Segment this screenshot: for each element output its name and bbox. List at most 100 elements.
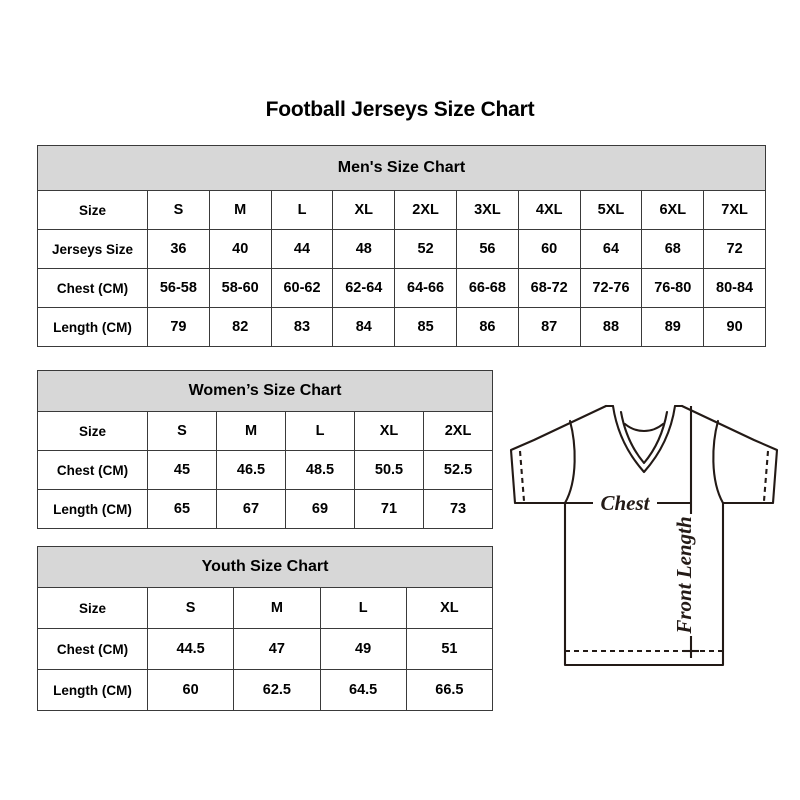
table-cell: 47 xyxy=(233,628,321,670)
table-cell: 60 xyxy=(517,229,581,269)
table-cell: 48.5 xyxy=(285,450,355,490)
table-caption-row: Men's Size Chart xyxy=(37,145,766,191)
mens-size-chart-caption: Men's Size Chart xyxy=(37,145,766,191)
table-cell: XL xyxy=(354,411,424,451)
table-row: Size S M L XL 2XL xyxy=(37,411,494,451)
v-neck-outer-collar xyxy=(611,404,677,474)
table-cell: 66.5 xyxy=(405,669,494,711)
row-label: Length (CM) xyxy=(37,669,148,711)
left-cuff-stitch-dash xyxy=(518,450,526,502)
table-cell: 65 xyxy=(147,489,217,529)
table-cell: 87 xyxy=(517,307,581,347)
table-cell: 7XL xyxy=(703,190,766,230)
table-cell: 44 xyxy=(270,229,334,269)
table-cell: 86 xyxy=(455,307,519,347)
row-label: Size xyxy=(37,190,148,230)
table-cell: 88 xyxy=(579,307,643,347)
table-row: Jerseys Size 36 40 44 48 52 56 60 64 68 … xyxy=(37,229,766,269)
table-cell: 64-66 xyxy=(394,268,457,308)
row-label: Chest (CM) xyxy=(37,268,148,308)
table-cell: S xyxy=(147,411,217,451)
table-cell: 84 xyxy=(332,307,396,347)
v-neck-middle-collar xyxy=(619,410,669,465)
table-cell: 56 xyxy=(455,229,519,269)
table-cell: 62-64 xyxy=(332,268,396,308)
table-cell: 2XL xyxy=(394,190,457,230)
body-outline xyxy=(563,501,725,667)
table-row: Length (CM) 79 82 83 84 85 86 87 88 89 9… xyxy=(37,307,766,347)
jersey-measurement-diagram: Chest Front Length xyxy=(498,388,790,684)
table-cell: 89 xyxy=(641,307,705,347)
table-cell: 51 xyxy=(405,628,494,670)
row-label: Length (CM) xyxy=(37,489,148,529)
right-sleeve-outline xyxy=(680,404,779,505)
table-cell: 68 xyxy=(641,229,705,269)
row-label: Chest (CM) xyxy=(37,628,148,670)
table-cell: 48 xyxy=(332,229,396,269)
youth-size-chart-caption: Youth Size Chart xyxy=(36,546,494,588)
table-caption-row: Youth Size Chart xyxy=(36,546,494,588)
table-cell: M xyxy=(208,190,272,230)
table-cell: 72-76 xyxy=(579,268,643,308)
table-cell: 50.5 xyxy=(354,450,424,490)
table-cell: S xyxy=(146,587,235,629)
chest-measure-label: Chest xyxy=(600,491,650,515)
table-cell: 72 xyxy=(703,229,766,269)
front-length-measure-label: Front Length xyxy=(672,516,696,634)
table-cell: 62.5 xyxy=(233,669,321,711)
table-cell: S xyxy=(147,190,210,230)
table-cell: 60-62 xyxy=(270,268,334,308)
table-cell: 64.5 xyxy=(319,669,407,711)
table-cell: M xyxy=(216,411,286,451)
table-cell: 52.5 xyxy=(422,450,494,490)
table-cell: 40 xyxy=(208,229,272,269)
table-cell: 2XL xyxy=(422,411,494,451)
table-row: Size S M L XL xyxy=(37,587,494,629)
table-cell: 60 xyxy=(146,669,235,711)
table-cell: 5XL xyxy=(579,190,643,230)
table-cell: 45 xyxy=(147,450,217,490)
table-cell: 83 xyxy=(270,307,334,347)
table-row: Length (CM) 65 67 69 71 73 xyxy=(37,489,494,529)
table-cell: L xyxy=(285,411,355,451)
table-cell: L xyxy=(270,190,334,230)
womens-size-chart-caption: Women’s Size Chart xyxy=(36,370,494,412)
womens-size-chart-table: Women’s Size Chart Size S M L XL 2XL Che… xyxy=(36,370,494,529)
table-cell: 68-72 xyxy=(517,268,581,308)
row-label: Chest (CM) xyxy=(37,450,148,490)
table-cell: 85 xyxy=(394,307,457,347)
table-row: Chest (CM) 56-58 58-60 60-62 62-64 64-66… xyxy=(37,268,766,308)
table-cell: M xyxy=(233,587,321,629)
table-cell: 69 xyxy=(285,489,355,529)
table-cell: 52 xyxy=(394,229,457,269)
page-title: Football Jerseys Size Chart xyxy=(265,98,535,121)
row-label: Size xyxy=(37,587,148,629)
table-row: Size S M L XL 2XL 3XL 4XL 5XL 6XL 7XL xyxy=(37,190,766,230)
table-caption-row: Women’s Size Chart xyxy=(36,370,494,412)
table-cell: 79 xyxy=(147,307,210,347)
table-cell: 76-80 xyxy=(641,268,705,308)
row-label: Size xyxy=(37,411,148,451)
table-cell: 73 xyxy=(422,489,494,529)
mens-size-chart-table: Men's Size Chart Size S M L XL 2XL 3XL 4… xyxy=(37,145,766,347)
table-cell: 80-84 xyxy=(703,268,766,308)
table-cell: 6XL xyxy=(641,190,705,230)
table-cell: 58-60 xyxy=(208,268,272,308)
table-cell: 4XL xyxy=(517,190,581,230)
table-cell: 67 xyxy=(216,489,286,529)
table-row: Chest (CM) 45 46.5 48.5 50.5 52.5 xyxy=(37,450,494,490)
row-label: Jerseys Size xyxy=(37,229,148,269)
youth-size-chart-table: Youth Size Chart Size S M L XL Chest (CM… xyxy=(36,546,494,711)
right-cuff-stitch-dash xyxy=(762,450,770,502)
right-sleeve-seam xyxy=(712,419,725,505)
left-sleeve-outline xyxy=(509,404,608,505)
table-cell: L xyxy=(319,587,407,629)
table-cell: 44.5 xyxy=(146,628,235,670)
table-cell: XL xyxy=(332,190,396,230)
table-cell: XL xyxy=(405,587,494,629)
table-cell: 90 xyxy=(703,307,766,347)
table-cell: 56-58 xyxy=(147,268,210,308)
table-cell: 46.5 xyxy=(216,450,286,490)
table-cell: 49 xyxy=(319,628,407,670)
table-row: Length (CM) 60 62.5 64.5 66.5 xyxy=(37,669,494,711)
